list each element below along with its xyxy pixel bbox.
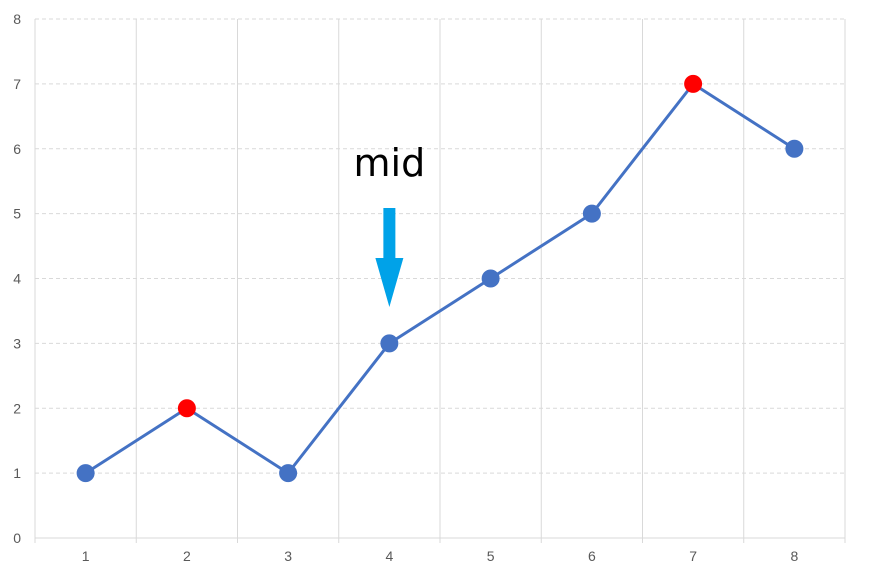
- data-point: [279, 464, 298, 483]
- y-tick-label: 8: [13, 11, 21, 27]
- x-tick-label: 3: [284, 548, 292, 564]
- data-point: [380, 334, 399, 353]
- x-tick-label: 6: [588, 548, 596, 564]
- grid-lines: [34, 18, 846, 538]
- annotation-label: mid: [354, 141, 426, 185]
- annotation-group: mid: [354, 141, 426, 307]
- data-point: [76, 464, 95, 483]
- down-arrow-icon: [375, 208, 404, 307]
- y-tick-label: 3: [13, 335, 21, 351]
- y-tick-label: 2: [13, 400, 21, 416]
- data-point: [582, 204, 601, 223]
- series-group: [76, 74, 804, 483]
- highlighted-data-point: [684, 74, 703, 93]
- y-tick-label: 5: [13, 206, 21, 222]
- y-tick-label: 1: [13, 465, 21, 481]
- axes: [34, 537, 846, 543]
- x-tick-label: 2: [183, 548, 191, 564]
- y-tick-label: 4: [13, 271, 21, 287]
- y-tick-label: 7: [13, 76, 21, 92]
- tick-labels: 0 1 2 3 4 5 6 7 8 1 2 3 4 5 6 7 8: [13, 11, 798, 564]
- series-line: [84, 82, 796, 475]
- x-tick-label: 7: [689, 548, 697, 564]
- x-tick-label: 1: [82, 548, 90, 564]
- highlighted-data-point: [177, 399, 196, 418]
- y-tick-label: 0: [13, 530, 21, 546]
- data-point: [481, 269, 500, 288]
- x-tick-label: 4: [385, 548, 393, 564]
- y-tick-label: 6: [13, 141, 21, 157]
- data-point: [785, 139, 804, 158]
- x-tick-label: 8: [790, 548, 798, 564]
- x-tick-label: 5: [487, 548, 495, 564]
